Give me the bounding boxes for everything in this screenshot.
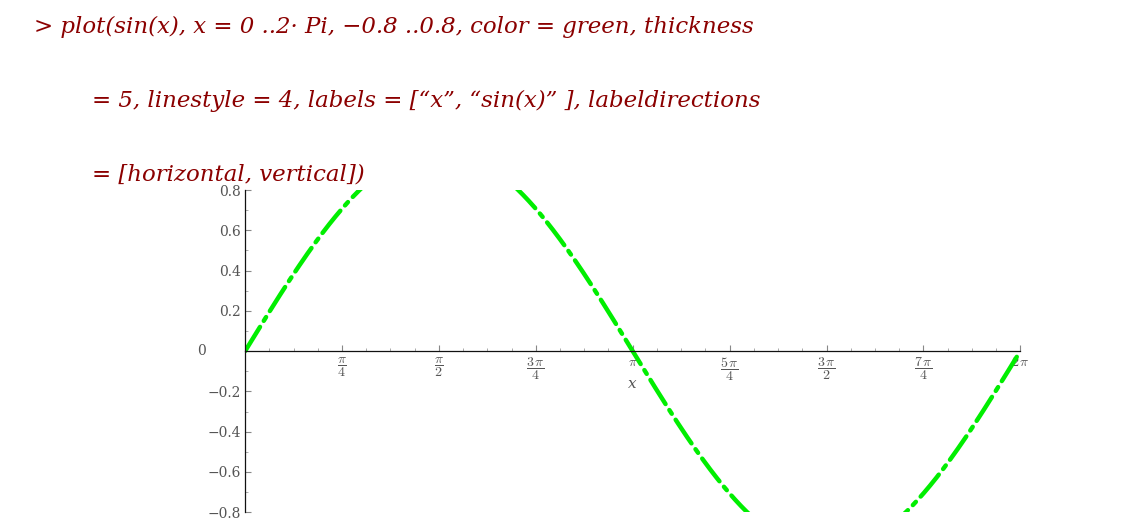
Text: = [horizontal, vertical]): = [horizontal, vertical])	[34, 164, 365, 186]
Text: = 5, linestyle = 4, labels = [“x”, “sin(x)” ], labeldirections: = 5, linestyle = 4, labels = [“x”, “sin(…	[34, 90, 760, 112]
Text: > plot(sin(x), x = 0 ..2· Pi, −0.8 ..0.8, color = green, thickness: > plot(sin(x), x = 0 ..2· Pi, −0.8 ..0.8…	[34, 16, 754, 38]
Text: x: x	[628, 378, 637, 391]
Text: 0: 0	[197, 344, 206, 358]
